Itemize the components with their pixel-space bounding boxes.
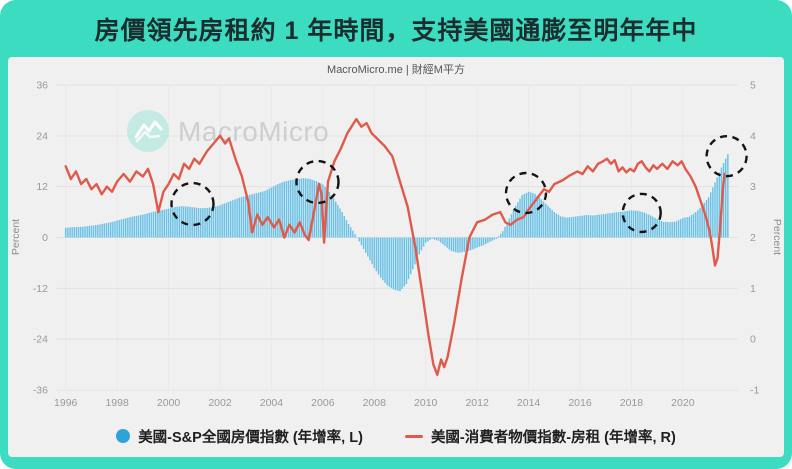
legend-label: 美國-消費者物價指數-房租 (年增率, R) (430, 429, 676, 446)
svg-text:2018: 2018 (620, 397, 644, 409)
svg-text:12: 12 (36, 181, 48, 193)
watermark-text: MacroMicro (178, 116, 329, 147)
right-axis-title: Percent (771, 219, 783, 255)
svg-text:1: 1 (750, 283, 756, 295)
red-line-marker-icon (404, 434, 423, 438)
svg-text:2004: 2004 (260, 397, 284, 409)
watermark: MacroMicro (127, 110, 329, 152)
svg-text:5: 5 (750, 80, 756, 92)
logo-wave-icon (134, 120, 163, 139)
svg-text:2: 2 (750, 232, 756, 244)
legend-item-home-price[interactable]: 美國-S&P全國房價指數 (年增率, L) (116, 426, 363, 447)
svg-text:24: 24 (36, 130, 48, 142)
logo-wave-icon (135, 130, 161, 143)
svg-text:2006: 2006 (311, 397, 335, 409)
svg-text:2016: 2016 (568, 397, 592, 409)
svg-text:3: 3 (750, 181, 756, 193)
legend-item-rent-cpi[interactable]: 美國-消費者物價指數-房租 (年增率, R) (404, 426, 676, 447)
svg-text:2020: 2020 (671, 397, 695, 409)
page-title: 房價領先房租約 1 年時間，支持美國通膨至明年年中 (94, 16, 698, 45)
svg-text:-1: -1 (750, 385, 759, 397)
svg-text:0: 0 (750, 334, 756, 346)
legend-label: 美國-S&P全國房價指數 (年增率, L) (138, 429, 363, 446)
title-band: 房價領先房租約 1 年時間，支持美國通膨至明年年中 (0, 0, 792, 57)
svg-text:2010: 2010 (414, 397, 438, 409)
svg-text:-24: -24 (33, 334, 48, 346)
svg-text:2002: 2002 (208, 397, 232, 409)
rent-cpi-line-series (64, 117, 726, 376)
blue-circle-marker-icon (116, 429, 131, 443)
svg-text:-12: -12 (33, 283, 48, 295)
left-axis-title: Percent (10, 219, 22, 255)
home-price-bars-series (64, 154, 729, 292)
svg-text:1996: 1996 (54, 397, 78, 409)
svg-text:2012: 2012 (465, 397, 489, 409)
chart-canvas[interactable]: MacroMicro 36 24 12 0 -12 -24 -36 5 4 3 2 1 0 -1 1996 1… (8, 57, 784, 415)
axis-tick-labels: 36 24 12 0 -12 -24 -36 5 4 3 2 1 0 -1 1996 1998 2000 2002… (33, 80, 760, 410)
svg-text:1998: 1998 (105, 397, 129, 409)
svg-text:0: 0 (42, 232, 48, 244)
svg-text:2014: 2014 (517, 397, 541, 409)
legend: 美國-S&P全國房價指數 (年增率, L) 美國-消費者物價指數-房租 (年增率… (8, 415, 784, 457)
annotation-circles (170, 134, 748, 234)
svg-text:-36: -36 (33, 385, 48, 397)
svg-text:4: 4 (750, 130, 756, 142)
chart-panel: MacroMicro.me | 財經M平方 MacroMicro 36 24 12 0… (8, 57, 784, 457)
svg-text:36: 36 (36, 80, 48, 92)
svg-text:2008: 2008 (363, 397, 387, 409)
svg-text:2000: 2000 (157, 397, 181, 409)
